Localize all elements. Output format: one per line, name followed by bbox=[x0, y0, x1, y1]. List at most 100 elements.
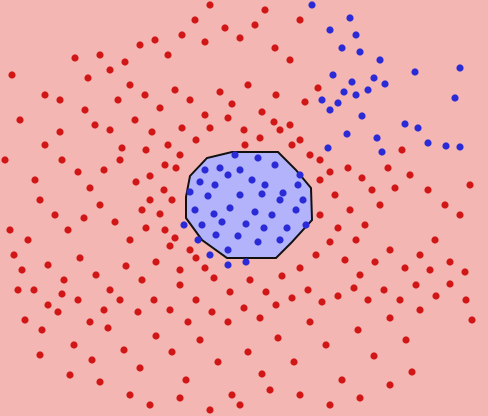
data-point-red bbox=[224, 318, 232, 326]
data-point-red bbox=[456, 211, 464, 219]
data-point-red bbox=[446, 280, 454, 288]
data-point-red bbox=[316, 211, 324, 219]
data-point-blue bbox=[204, 192, 212, 200]
data-point-red bbox=[92, 271, 100, 279]
data-point-red bbox=[146, 172, 154, 180]
data-point-red bbox=[432, 292, 440, 300]
data-point-red bbox=[126, 81, 134, 89]
data-point-red bbox=[316, 156, 324, 164]
data-point-red bbox=[60, 276, 68, 284]
data-point-red bbox=[191, 16, 199, 24]
data-point-red bbox=[64, 226, 72, 234]
data-point-red bbox=[274, 334, 282, 342]
data-point-red bbox=[201, 38, 209, 46]
data-point-red bbox=[401, 264, 409, 272]
data-point-blue bbox=[260, 224, 268, 232]
data-point-red bbox=[201, 264, 209, 272]
data-point-red bbox=[100, 306, 108, 314]
data-point-blue bbox=[191, 206, 199, 214]
data-point-red bbox=[240, 304, 248, 312]
data-point-red bbox=[206, 406, 214, 414]
data-point-red bbox=[16, 116, 24, 124]
data-point-red bbox=[54, 308, 62, 316]
data-point-red bbox=[122, 262, 130, 270]
data-point-red bbox=[151, 36, 159, 44]
data-point-blue bbox=[299, 196, 307, 204]
data-point-blue bbox=[196, 178, 204, 186]
data-point-blue bbox=[226, 204, 234, 212]
data-point-red bbox=[286, 121, 294, 129]
data-point-blue bbox=[352, 31, 360, 39]
data-point-red bbox=[86, 184, 94, 192]
data-point-red bbox=[161, 226, 169, 234]
data-point-blue bbox=[442, 142, 450, 150]
data-point-red bbox=[296, 264, 304, 272]
data-point-red bbox=[166, 306, 174, 314]
data-point-red bbox=[290, 358, 298, 366]
data-point-blue bbox=[251, 208, 259, 216]
data-point-red bbox=[228, 391, 236, 399]
data-point-red bbox=[354, 326, 362, 334]
data-point-red bbox=[161, 161, 169, 169]
data-point-blue bbox=[186, 188, 194, 196]
data-point-red bbox=[132, 178, 140, 186]
data-point-red bbox=[262, 288, 270, 296]
data-point-blue bbox=[248, 176, 256, 184]
data-point-red bbox=[58, 156, 66, 164]
data-point-red bbox=[210, 274, 218, 282]
data-point-red bbox=[168, 348, 176, 356]
data-point-red bbox=[41, 141, 49, 149]
data-point-red bbox=[104, 324, 112, 332]
data-point-red bbox=[226, 288, 234, 296]
data-point-blue bbox=[414, 124, 422, 132]
data-point-red bbox=[121, 58, 129, 66]
data-point-red bbox=[276, 126, 284, 134]
data-point-red bbox=[171, 86, 179, 94]
data-point-red bbox=[346, 206, 354, 214]
data-point-red bbox=[56, 128, 64, 136]
data-point-red bbox=[334, 224, 342, 232]
data-point-blue bbox=[201, 166, 209, 174]
data-point-blue bbox=[218, 218, 226, 226]
data-point-red bbox=[76, 254, 84, 262]
data-point-red bbox=[334, 292, 342, 300]
data-point-red bbox=[106, 66, 114, 74]
data-point-red bbox=[201, 111, 209, 119]
data-point-blue bbox=[242, 220, 250, 228]
data-point-blue bbox=[324, 144, 332, 152]
data-point-blue bbox=[234, 232, 242, 240]
data-point-red bbox=[246, 276, 254, 284]
data-point-red bbox=[286, 56, 294, 64]
data-point-red bbox=[288, 294, 296, 302]
data-point-red bbox=[326, 238, 334, 246]
data-point-blue bbox=[370, 74, 378, 82]
data-point-blue bbox=[261, 181, 269, 189]
data-point-red bbox=[364, 296, 372, 304]
data-point-blue bbox=[343, 130, 351, 138]
data-point-red bbox=[70, 341, 78, 349]
data-point-blue bbox=[373, 134, 381, 142]
data-point-red bbox=[184, 318, 192, 326]
data-point-red bbox=[126, 391, 134, 399]
data-point-blue bbox=[210, 210, 218, 218]
data-point-blue bbox=[194, 236, 202, 244]
data-point-red bbox=[408, 368, 416, 376]
data-point-red bbox=[74, 296, 82, 304]
data-point-red bbox=[312, 251, 320, 259]
data-point-red bbox=[214, 358, 222, 366]
data-point-red bbox=[272, 91, 280, 99]
data-point-red bbox=[8, 71, 16, 79]
data-point-red bbox=[384, 164, 392, 172]
data-point-blue bbox=[318, 96, 326, 104]
data-point-blue bbox=[211, 181, 219, 189]
data-point-red bbox=[256, 134, 264, 142]
data-point-red bbox=[236, 401, 244, 409]
data-point-blue bbox=[308, 1, 316, 9]
data-point-red bbox=[338, 376, 346, 384]
data-point-red bbox=[196, 336, 204, 344]
data-point-red bbox=[352, 236, 360, 244]
data-point-blue bbox=[456, 64, 464, 72]
data-point-red bbox=[271, 44, 279, 52]
data-point-red bbox=[221, 24, 229, 32]
data-point-red bbox=[160, 186, 168, 194]
